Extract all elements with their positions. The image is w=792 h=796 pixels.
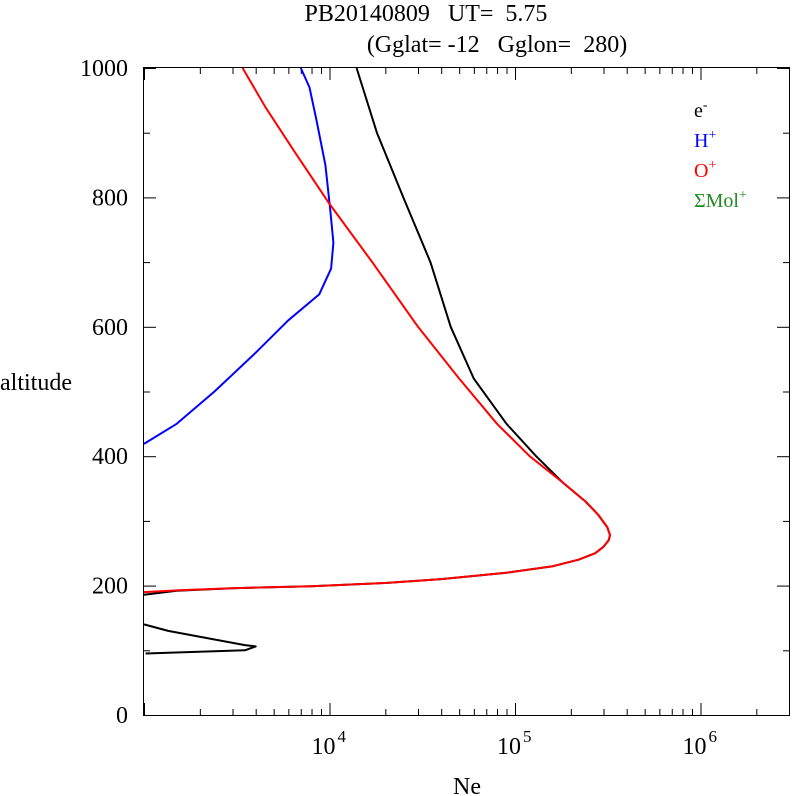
- series-lines: [143, 67, 611, 655]
- plot-frame: [143, 67, 790, 716]
- series-line-o_plus: [143, 67, 611, 594]
- x-tick-labels: 10 4 10 5 10 6: [311, 727, 716, 760]
- x-tick-exponent: 4: [337, 727, 346, 746]
- y-tick-label: 600: [92, 315, 128, 341]
- legend-entry: H+: [694, 128, 716, 152]
- y-tick-label: 200: [92, 574, 128, 600]
- x-tick-exponent: 5: [523, 727, 532, 746]
- chart-title-line1: PB20140809 UT= 5.75: [305, 1, 548, 27]
- legend-entry: ΣMol+: [694, 188, 747, 212]
- y-axis-label: altitude: [0, 370, 72, 396]
- x-axis-label: Ne: [453, 774, 481, 796]
- y-tick-label: 800: [92, 185, 128, 211]
- x-tick-label: 10: [311, 734, 335, 760]
- x-tick-exponent: 6: [708, 727, 717, 746]
- series-line-h_plus: [143, 67, 335, 445]
- y-tick-label: 400: [92, 444, 128, 470]
- tick-marks: [144, 68, 790, 716]
- legend-entry: O+: [694, 158, 716, 182]
- legend: e- H+ O+ ΣMol+: [694, 98, 747, 212]
- y-tick-label: 0: [116, 703, 128, 729]
- y-tick-label: 1000: [80, 56, 128, 82]
- y-tick-labels: 0 200 400 600 800 1000: [80, 56, 128, 729]
- x-tick-label: 10: [682, 734, 706, 760]
- chart-title-line2: (Gglat= -12 Gglon= 280): [367, 32, 627, 58]
- legend-entry: e-: [694, 98, 708, 122]
- series-line-electrons: [143, 67, 611, 655]
- x-tick-label: 10: [497, 734, 521, 760]
